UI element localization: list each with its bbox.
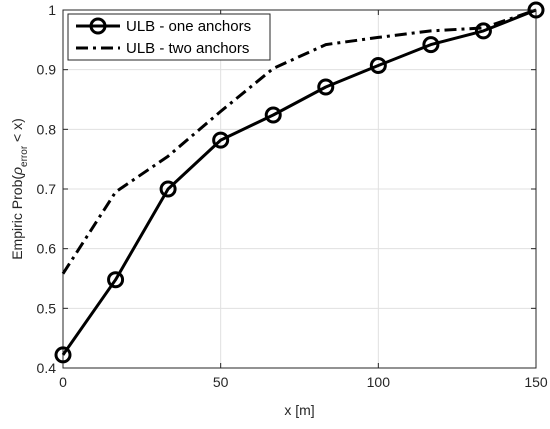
data-point-marker — [317, 78, 335, 96]
data-point-marker — [474, 22, 492, 40]
series-layer — [54, 1, 545, 364]
x-tick-label: 50 — [213, 374, 229, 390]
y-tick-label: 1 — [48, 2, 56, 18]
data-point-marker — [422, 36, 440, 54]
series-line-one-anchors — [61, 8, 537, 356]
series-line-two-anchors — [61, 8, 537, 275]
y-tick-label: 0.5 — [37, 300, 57, 316]
y-tick-label: 0.4 — [37, 360, 57, 376]
y-tick-label: 0.9 — [37, 62, 57, 78]
y-axis-label-rho: ρ — [9, 167, 25, 176]
legend: ULB - one anchors ULB - two anchors — [67, 13, 271, 61]
data-point-marker — [212, 131, 230, 149]
x-tick-label: 0 — [59, 374, 67, 390]
y-axis-label: Empiric Prob(ρerror < x) — [9, 118, 30, 260]
x-axis-label: x [m] — [284, 402, 314, 418]
data-point-marker — [107, 271, 125, 289]
grid — [62, 9, 537, 369]
legend-marker-sample — [89, 17, 107, 35]
legend-entry-label: ULB - two anchors — [126, 40, 249, 57]
data-point-marker — [54, 346, 72, 364]
y-axis-label-tail: < x) — [9, 118, 25, 146]
y-axis-label-main: Empiric Prob( — [9, 175, 25, 260]
y-tick-label: 0.7 — [37, 181, 57, 197]
x-tick-label: 100 — [367, 374, 391, 390]
axis-ticks: 0 50 100 150 0.4 0.5 0.6 0.7 0.8 0.9 1 — [37, 2, 548, 390]
data-point-marker — [264, 106, 282, 124]
data-point-marker — [159, 180, 177, 198]
data-point-marker — [527, 1, 545, 19]
data-point-marker — [369, 56, 387, 74]
y-tick-label: 0.6 — [37, 241, 57, 257]
y-axis-label-sub: error — [19, 145, 30, 167]
y-tick-label: 0.8 — [37, 121, 57, 137]
legend-entry-label: ULB - one anchors — [126, 18, 251, 35]
x-tick-label: 150 — [524, 374, 548, 390]
